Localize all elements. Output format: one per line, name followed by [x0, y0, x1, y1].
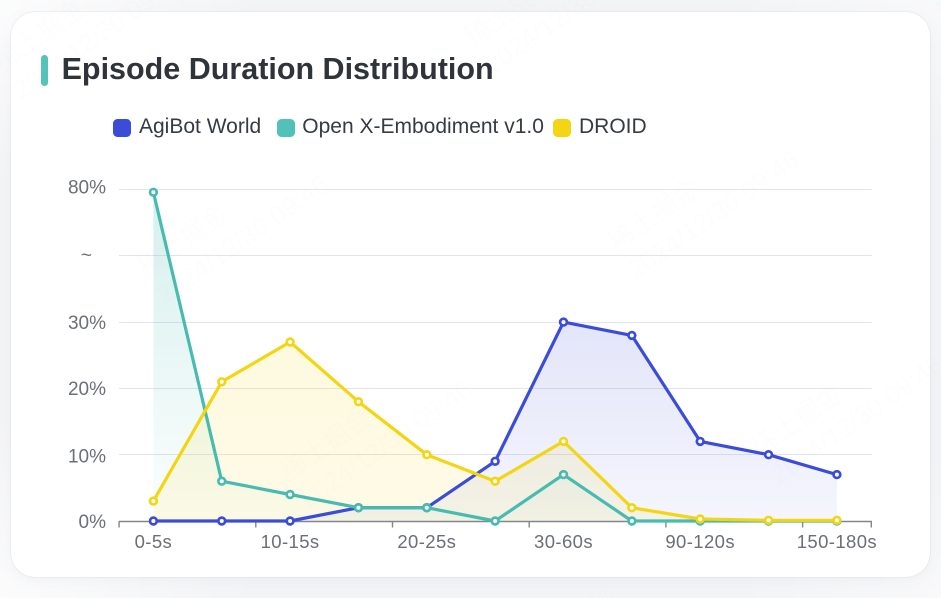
svg-text:30-60s: 30-60s [534, 531, 593, 552]
svg-text:0-5s: 0-5s [135, 531, 173, 552]
svg-text:80%: 80% [68, 177, 106, 198]
svg-text:~: ~ [81, 246, 92, 267]
svg-text:90-120s: 90-120s [665, 531, 735, 552]
svg-text:10-15s: 10-15s [261, 531, 320, 552]
svg-text:10%: 10% [68, 446, 106, 467]
svg-text:150-180s: 150-180s [797, 531, 877, 552]
svg-text:20%: 20% [68, 379, 106, 400]
svg-text:30%: 30% [68, 313, 106, 334]
svg-text:20-25s: 20-25s [397, 531, 456, 552]
svg-text:0%: 0% [79, 512, 107, 533]
